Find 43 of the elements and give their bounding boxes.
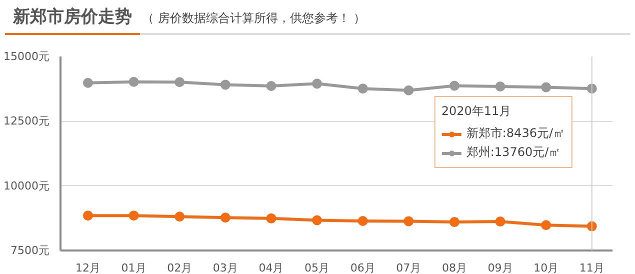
legend-label: 新郑市:8436元/㎡ bbox=[466, 125, 565, 142]
y-tick-label: 10000元 bbox=[4, 179, 50, 192]
x-tick-label: 10月 bbox=[534, 262, 559, 274]
point bbox=[449, 217, 460, 228]
point bbox=[82, 78, 93, 88]
legend-label: 郑州:13760元/㎡ bbox=[466, 144, 561, 161]
x-tick-label: 11月 bbox=[579, 262, 604, 274]
point bbox=[266, 213, 276, 224]
point bbox=[128, 210, 139, 221]
point bbox=[128, 76, 139, 87]
point bbox=[174, 77, 185, 88]
x-tick-label: 01月 bbox=[121, 262, 146, 274]
x-tick-label: 08月 bbox=[442, 262, 467, 274]
point bbox=[495, 216, 506, 227]
point bbox=[495, 82, 506, 92]
chart-title: 新郑市房价走势 bbox=[12, 7, 132, 27]
y-tick-label: 7500元 bbox=[10, 244, 50, 257]
x-tick-label: 07月 bbox=[396, 262, 422, 274]
x-tick-label: 04月 bbox=[258, 262, 284, 274]
point bbox=[266, 80, 276, 91]
x-tick-label: 06月 bbox=[350, 262, 376, 274]
point bbox=[220, 212, 230, 223]
x-tick-label: 12月 bbox=[75, 262, 100, 274]
y-tick-label: 12500元 bbox=[4, 114, 50, 128]
x-tick-label: 03月 bbox=[212, 262, 238, 274]
x-tick-label: 09月 bbox=[488, 262, 513, 274]
x-tick-label: 05月 bbox=[304, 262, 330, 274]
point bbox=[220, 80, 230, 90]
point bbox=[404, 216, 414, 226]
point bbox=[449, 80, 460, 91]
point bbox=[358, 216, 368, 226]
point bbox=[358, 84, 368, 94]
point bbox=[82, 210, 93, 221]
point bbox=[174, 212, 185, 222]
point bbox=[404, 85, 414, 96]
point bbox=[541, 220, 552, 230]
chart-subtitle: （ 房价数据综合计算所得，供您参考！ ） bbox=[142, 11, 366, 25]
point bbox=[541, 82, 552, 92]
point bbox=[312, 215, 322, 226]
point bbox=[312, 78, 322, 89]
legend-title: 2020年11月 bbox=[441, 103, 512, 120]
y-tick-label: 15000元 bbox=[4, 50, 50, 63]
x-tick-label: 02月 bbox=[167, 262, 192, 274]
